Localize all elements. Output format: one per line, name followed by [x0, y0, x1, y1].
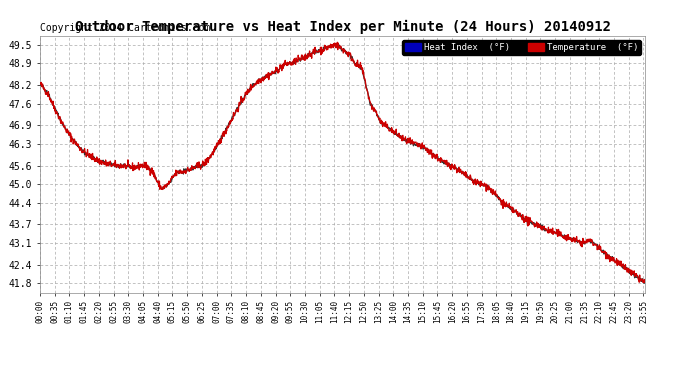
Legend: Heat Index  (°F), Temperature  (°F): Heat Index (°F), Temperature (°F) — [402, 40, 640, 55]
Text: Copyright 2014 Cartronics.com: Copyright 2014 Cartronics.com — [40, 23, 210, 33]
Title: Outdoor Temperature vs Heat Index per Minute (24 Hours) 20140912: Outdoor Temperature vs Heat Index per Mi… — [75, 20, 611, 34]
